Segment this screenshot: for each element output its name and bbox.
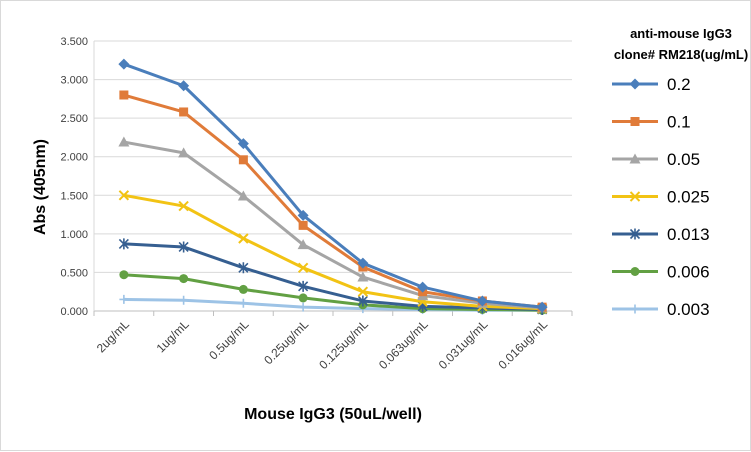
legend-marker: [630, 304, 640, 314]
legend-marker: [629, 78, 641, 90]
data-point: [357, 295, 368, 307]
legend-marker: [629, 153, 641, 164]
legend-title-line-1: anti-mouse IgG3: [630, 26, 732, 41]
legend-item-0.013: 0.013: [612, 225, 710, 244]
series-line: [123, 140, 543, 310]
y-tick-label: 0.500: [60, 267, 88, 279]
legend: anti-mouse IgG3 clone# RM218(ug/mL) 0.2 0…: [612, 26, 748, 319]
data-point: [238, 262, 249, 274]
x-axis-title: Mouse IgG3 (50uL/well): [244, 406, 422, 423]
data-point: [118, 190, 130, 201]
data-point: [357, 286, 369, 297]
legend-title-line-2: clone# RM218(ug/mL): [614, 47, 748, 62]
data-point: [118, 58, 130, 70]
series-line: [123, 193, 543, 311]
data-point: [118, 238, 129, 250]
series-0.05: [118, 136, 548, 313]
y-axis-title: Abs (405nm): [32, 139, 49, 235]
data-point: [298, 280, 309, 292]
data-point: [298, 293, 308, 303]
data-point: [357, 257, 369, 269]
data-point: [297, 209, 309, 221]
legend-item-0.003: 0.003: [612, 300, 710, 319]
data-point: [357, 271, 369, 282]
y-tick-label: 1.000: [60, 229, 88, 241]
gridlines: [93, 40, 573, 316]
data-point: [178, 241, 189, 253]
data-point: [238, 155, 248, 165]
series-group: [118, 58, 548, 315]
data-point: [476, 295, 488, 307]
data-point: [118, 136, 130, 147]
data-point: [238, 233, 249, 244]
legend-label: 0.2: [667, 75, 691, 94]
legend-label: 0.006: [667, 263, 710, 282]
legend-label: 0.013: [667, 225, 710, 244]
data-point: [238, 298, 248, 308]
legend-label: 0.003: [667, 300, 710, 319]
data-point: [298, 302, 308, 312]
x-tick-label: 0.25ug/mL: [261, 317, 311, 367]
x-tick-label: 0.5ug/mL: [206, 317, 252, 363]
data-point: [119, 270, 129, 280]
x-tick-label: 0.125ug/mL: [316, 317, 371, 372]
y-tick-label: 2.000: [60, 152, 88, 164]
data-point: [178, 80, 190, 92]
legend-item-0.1: 0.1: [612, 113, 691, 132]
legend-label: 0.05: [667, 150, 700, 169]
x-axis-ticks: 2ug/mL 1ug/mL 0.5ug/mL 0.25ug/mL 0.125ug/mL 0…: [94, 317, 551, 372]
legend-marker: [630, 117, 640, 126]
x-tick-label: 2ug/mL: [94, 317, 132, 355]
legend-item-0.2: 0.2: [612, 75, 691, 94]
series-0.2: [118, 58, 548, 313]
legend-label: 0.1: [667, 113, 691, 132]
legend-item-0.025: 0.025: [612, 188, 710, 207]
x-tick-label: 0.063ug/mL: [376, 317, 431, 372]
data-point: [298, 220, 308, 230]
data-point: [119, 294, 129, 304]
y-tick-label: 0.000: [60, 306, 88, 318]
series-line: [123, 242, 543, 311]
data-point: [297, 239, 309, 250]
y-tick-label: 3.500: [60, 36, 88, 48]
data-point: [179, 295, 189, 305]
data-point: [179, 107, 189, 117]
data-point: [297, 262, 309, 274]
legend-marker: [629, 228, 641, 240]
legend-item-0.006: 0.006: [612, 263, 710, 282]
data-point: [237, 138, 249, 150]
data-point: [536, 301, 548, 313]
legend-label: 0.025: [667, 188, 710, 207]
x-tick-label: 1ug/mL: [154, 317, 192, 355]
y-tick-label: 2.500: [60, 113, 88, 125]
data-point: [237, 190, 249, 201]
y-tick-label: 3.000: [60, 75, 88, 87]
legend-item-0.05: 0.05: [612, 150, 700, 169]
data-point: [179, 274, 189, 284]
legend-marker: [630, 267, 640, 276]
y-tick-label: 1.500: [60, 190, 88, 202]
series-line: [123, 62, 543, 309]
x-tick-label: 0.031ug/mL: [436, 317, 491, 372]
data-point: [119, 90, 129, 100]
y-axis-ticks: 0.000 0.500 1.000 1.500 2.000 2.500 3.000 3.500: [60, 36, 88, 318]
x-tick-label: 0.016ug/mL: [496, 317, 551, 372]
data-point: [417, 281, 429, 293]
data-point: [238, 284, 248, 294]
data-point: [178, 147, 190, 158]
data-point: [178, 200, 189, 212]
series-line: [123, 273, 543, 312]
legend-marker: [629, 191, 641, 202]
